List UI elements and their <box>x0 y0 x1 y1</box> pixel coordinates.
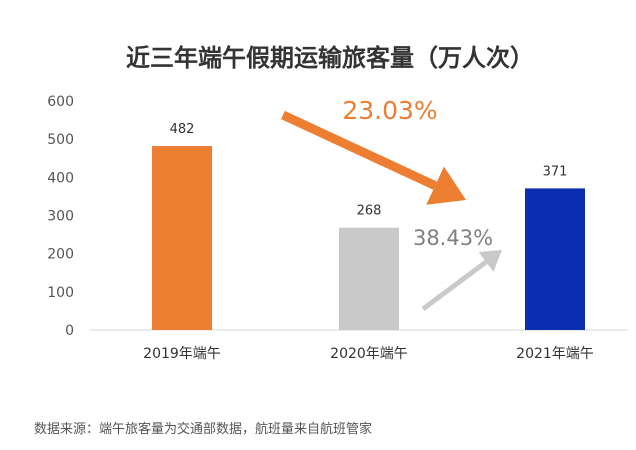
y-tick-label: 500 <box>47 132 74 148</box>
data-label: 371 <box>543 164 568 179</box>
bar <box>339 227 399 330</box>
y-tick-label: 400 <box>47 170 74 186</box>
y-axis: 0 100 200 300 400 500 600 <box>47 94 74 339</box>
bar <box>525 188 585 330</box>
y-tick-label: 0 <box>65 323 74 339</box>
source-note: 数据来源：端午旅客量为交通部数据，航班量来自航班管家 <box>34 421 372 437</box>
x-tick-label: 2021年端午 <box>516 346 594 362</box>
decline-percent: 23.03% <box>342 96 437 125</box>
bar <box>152 146 212 330</box>
growth-arrow-shaft <box>421 259 488 312</box>
x-axis: 2019年端午 2020年端午 2021年端午 <box>143 346 594 362</box>
y-tick-label: 200 <box>47 247 74 263</box>
growth-percent: 38.43% <box>413 226 493 250</box>
x-tick-label: 2020年端午 <box>330 346 408 362</box>
growth-arrow-head <box>478 250 502 272</box>
decline-arrow-head <box>426 166 466 205</box>
y-tick-label: 300 <box>47 209 74 225</box>
x-tick-label: 2019年端午 <box>143 346 221 362</box>
annotation-arrows: 23.03% 38.43% <box>281 96 502 312</box>
bars <box>152 146 585 330</box>
decline-arrow-shaft <box>281 110 438 190</box>
data-label: 482 <box>170 122 195 137</box>
chart-title: 近三年端午假期运输旅客量（万人次） <box>126 44 534 72</box>
data-label: 268 <box>357 204 382 219</box>
data-labels: 482 268 371 <box>170 122 568 219</box>
y-tick-label: 600 <box>47 94 74 110</box>
y-tick-label: 100 <box>47 285 74 301</box>
